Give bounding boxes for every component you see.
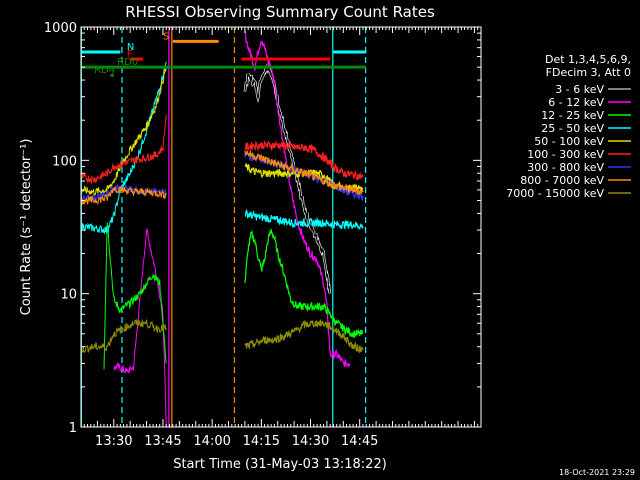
- state-bar-label: N: [127, 42, 134, 53]
- legend-header: FDecim 3, Att 0: [546, 66, 631, 79]
- legend-label: 50 - 100 keV: [534, 135, 604, 148]
- legend-label: 3 - 6 keV: [555, 83, 604, 96]
- series-line-12-25keV: [103, 222, 167, 370]
- state-bar-label: RD0: [117, 57, 138, 68]
- legend-label: 12 - 25 keV: [541, 109, 604, 122]
- series-line-800-7000keV: [244, 150, 364, 197]
- series-line-3-6keV: [244, 63, 331, 294]
- x-axis-label: Start Time (31-May-03 13:18:22): [173, 457, 387, 472]
- series-line-6-12keV: [113, 228, 167, 427]
- legend-label: 6 - 12 keV: [548, 96, 604, 109]
- state-bar-label: RD4: [94, 65, 115, 76]
- x-tick-label: 14:45: [341, 434, 378, 449]
- legend-label: 100 - 300 keV: [527, 148, 604, 161]
- chart-title: RHESSI Observing Summary Count Rates: [125, 3, 435, 21]
- y-axis-label: Count Rate (s⁻¹ detector⁻¹): [19, 139, 34, 316]
- legend-label: 300 - 800 keV: [527, 161, 604, 174]
- state-bar-label: S: [163, 31, 169, 42]
- x-tick-label: 14:15: [243, 434, 280, 449]
- footer-date: 18-Oct-2021 23:29: [559, 468, 635, 477]
- legend-label: 800 - 7000 keV: [520, 174, 604, 187]
- x-tick-label: 13:45: [144, 434, 181, 449]
- y-tick-label: 1000: [44, 21, 77, 36]
- legend-label: 7000 - 15000 keV: [506, 187, 604, 200]
- legend-header: Det 1,3,4,5,6,9,: [545, 53, 631, 66]
- series-line-100-300keV: [244, 139, 364, 181]
- series-line-50-100keV: [81, 67, 167, 196]
- series-line-12-25keV: [244, 228, 364, 338]
- series-line-100-300keV: [81, 114, 167, 185]
- series-line-7000-15000keV: [81, 319, 167, 354]
- x-tick-label: 14:30: [292, 434, 329, 449]
- series-line-800-7000keV: [81, 184, 167, 206]
- y-tick-label: 100: [52, 154, 77, 169]
- series-line-7000-15000keV: [244, 319, 364, 354]
- series-line-25-50keV: [244, 208, 364, 231]
- y-tick-label: 10: [60, 288, 77, 303]
- legend-label: 25 - 50 keV: [541, 122, 604, 135]
- state-bar-label: F: [127, 49, 133, 60]
- x-tick-label: 13:30: [95, 434, 132, 449]
- y-tick-label: 1: [69, 421, 77, 436]
- series-line-25-50keV: [81, 61, 167, 235]
- x-tick-label: 14:00: [193, 434, 230, 449]
